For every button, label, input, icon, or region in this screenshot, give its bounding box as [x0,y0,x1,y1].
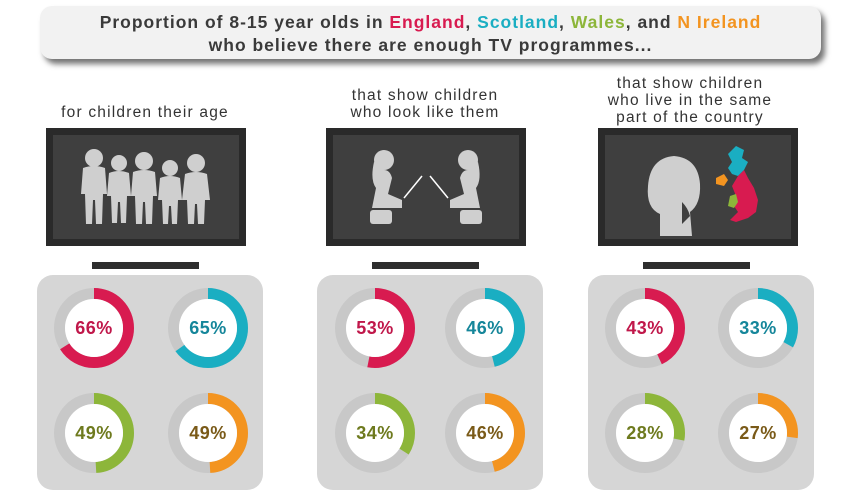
donut-value-label: 46% [466,317,504,338]
column-label-3-line: that show children [616,75,764,92]
donut-ring [445,288,525,368]
donut-scotland-col1: 65% [168,288,248,368]
donut-ring [54,393,134,473]
donut-arc-england [335,288,415,368]
donut-ring [54,288,134,368]
donut-ring [168,288,248,368]
donut-center [729,299,787,357]
donut-arc-nireland [445,393,525,473]
donut-value-label: 27% [739,422,777,443]
donut-panel-2: 53% 46% 34% 46% [317,275,543,490]
title-line-1: Proportion of 8-15 year olds in England,… [40,11,821,34]
column-label-2-line: who look like them [350,104,500,121]
donut-value-label: 34% [356,422,394,443]
children-group-silhouette-icon [46,128,246,246]
tv-screen-1 [46,128,246,246]
title-banner: Proportion of 8-15 year olds in England,… [40,6,821,59]
column-label-3-line: part of the country [616,109,764,126]
title-prefix: Proportion of 8-15 year olds in [99,12,390,32]
donut-nireland-col2: 46% [445,393,525,473]
column-label-3: that show children who live in the same … [565,75,815,126]
column-label-1: for children their age [20,104,270,121]
donut-nireland-col3: 27% [718,393,798,473]
legend-england: England [389,12,466,32]
column-label-1-line: for children their age [61,104,229,121]
donut-center [65,299,123,357]
donut-england-col2: 53% [335,288,415,368]
title-sep-3: , and [625,12,678,32]
donut-center [179,299,237,357]
donut-ring [335,288,415,368]
donut-wales-col3: 28% [605,393,685,473]
children-facing-silhouette-icon [326,128,526,246]
donut-ring [718,288,798,368]
donut-ring [335,393,415,473]
tv-screen-3 [598,128,798,246]
donut-ring [445,393,525,473]
donut-center [456,299,514,357]
title-line-2: who believe there are enough TV programm… [208,35,653,55]
donut-scotland-col3: 33% [718,288,798,368]
legend-scotland: Scotland [477,12,560,32]
donut-arc-england [54,288,134,368]
donut-england-col1: 66% [54,288,134,368]
donut-value-label: 46% [466,422,504,443]
legend-nireland: N Ireland [677,12,762,32]
donut-center [346,404,404,462]
donut-value-label: 65% [189,317,227,338]
donut-arc-wales [54,393,134,473]
donut-value-label: 33% [739,317,777,338]
donut-center [729,404,787,462]
column-label-2-line: that show children [351,87,499,104]
donut-center [616,299,674,357]
donut-center [456,404,514,462]
donut-england-col3: 43% [605,288,685,368]
donut-value-label: 43% [626,317,664,338]
donut-center [179,404,237,462]
donut-value-label: 28% [626,422,664,443]
tv-stand-3 [643,262,750,269]
column-label-3-line: who live in the same [607,92,773,109]
donut-nireland-col1: 49% [168,393,248,473]
donut-arc-wales [335,393,415,473]
title-sep-1: , [465,12,478,32]
donut-arc-wales [605,393,685,473]
donut-ring [718,393,798,473]
child-and-uk-map-icon [598,128,798,246]
donut-arc-scotland [168,288,248,368]
donut-value-label: 66% [75,317,113,338]
donut-arc-scotland [718,288,798,368]
title-sep-2: , [559,12,571,32]
donut-ring [605,288,685,368]
donut-panel-1: 66% 65% 49% 49% [37,275,263,490]
donut-arc-england [605,288,685,368]
donut-value-label: 49% [75,422,113,443]
donut-center [65,404,123,462]
donut-arc-scotland [445,288,525,368]
donut-panel-3: 43% 33% 28% 27% [588,275,814,490]
tv-stand-1 [92,262,199,269]
column-label-2: that show children who look like them [300,87,550,121]
donut-arc-nireland [168,393,248,473]
donut-arc-nireland [718,393,798,473]
donut-value-label: 53% [356,317,394,338]
donut-center [346,299,404,357]
donut-scotland-col2: 46% [445,288,525,368]
legend-wales: Wales [570,12,626,32]
donut-wales-col2: 34% [335,393,415,473]
donut-value-label: 49% [189,422,227,443]
tv-stand-2 [372,262,479,269]
donut-ring [605,393,685,473]
donut-center [616,404,674,462]
donut-ring [168,393,248,473]
tv-screen-2 [326,128,526,246]
donut-wales-col1: 49% [54,393,134,473]
